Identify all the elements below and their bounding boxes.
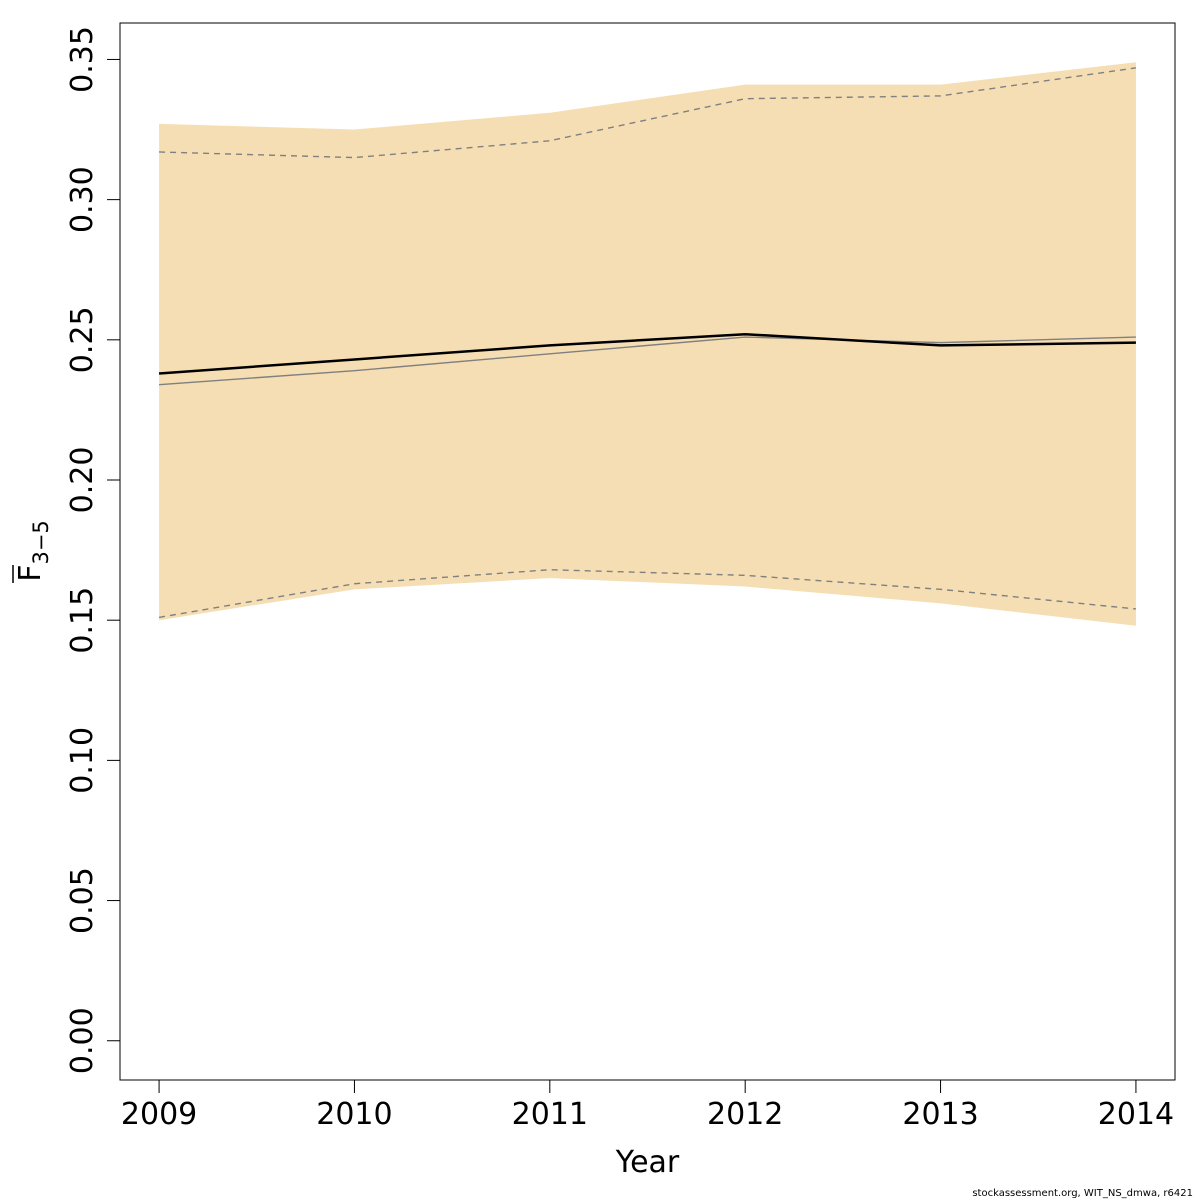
y-tick-label: 0.30 (65, 166, 100, 233)
y-tick-label: 0.25 (65, 306, 100, 373)
y-tick-label: 0.10 (65, 727, 100, 794)
confidence-band (159, 62, 1136, 626)
x-axis: 2009 2010 2011 2012 2013 2014 (121, 1079, 1174, 1132)
y-tick-label: 0.00 (65, 1007, 100, 1074)
y-tick-label: 0.05 (65, 867, 100, 934)
lower-bound-line (158, 569, 1136, 619)
x-tick-label: 2009 (121, 1097, 197, 1132)
y-tick-label: 0.35 (65, 26, 100, 93)
y-axis-title: F3−5 (13, 520, 53, 582)
footer-credit: stockassessment.org, WIT_NS_dmwa, r6421 (972, 1188, 1193, 1199)
x-tick-label: 2010 (316, 1097, 392, 1132)
confidence-band-layer (159, 62, 1136, 626)
series-layer (158, 67, 1137, 619)
median-line (159, 336, 1136, 386)
x-axis-title: Year (615, 1145, 680, 1180)
estimate-line (158, 332, 1136, 375)
x-tick-label: 2012 (707, 1097, 783, 1132)
x-tick-label: 2011 (512, 1097, 588, 1132)
x-tick-label: 2014 (1098, 1097, 1174, 1132)
upper-bound-line (159, 67, 1137, 159)
y-axis: 0.00 0.05 0.10 0.15 0.20 0.25 0.30 0.35 (65, 26, 121, 1074)
y-tick-label: 0.15 (65, 587, 100, 654)
y-tick-label: 0.20 (65, 447, 100, 514)
y-axis-title-subscript: 3−5 (29, 520, 53, 564)
y-axis-title-main: F (13, 565, 48, 582)
x-tick-label: 2013 (902, 1097, 978, 1132)
